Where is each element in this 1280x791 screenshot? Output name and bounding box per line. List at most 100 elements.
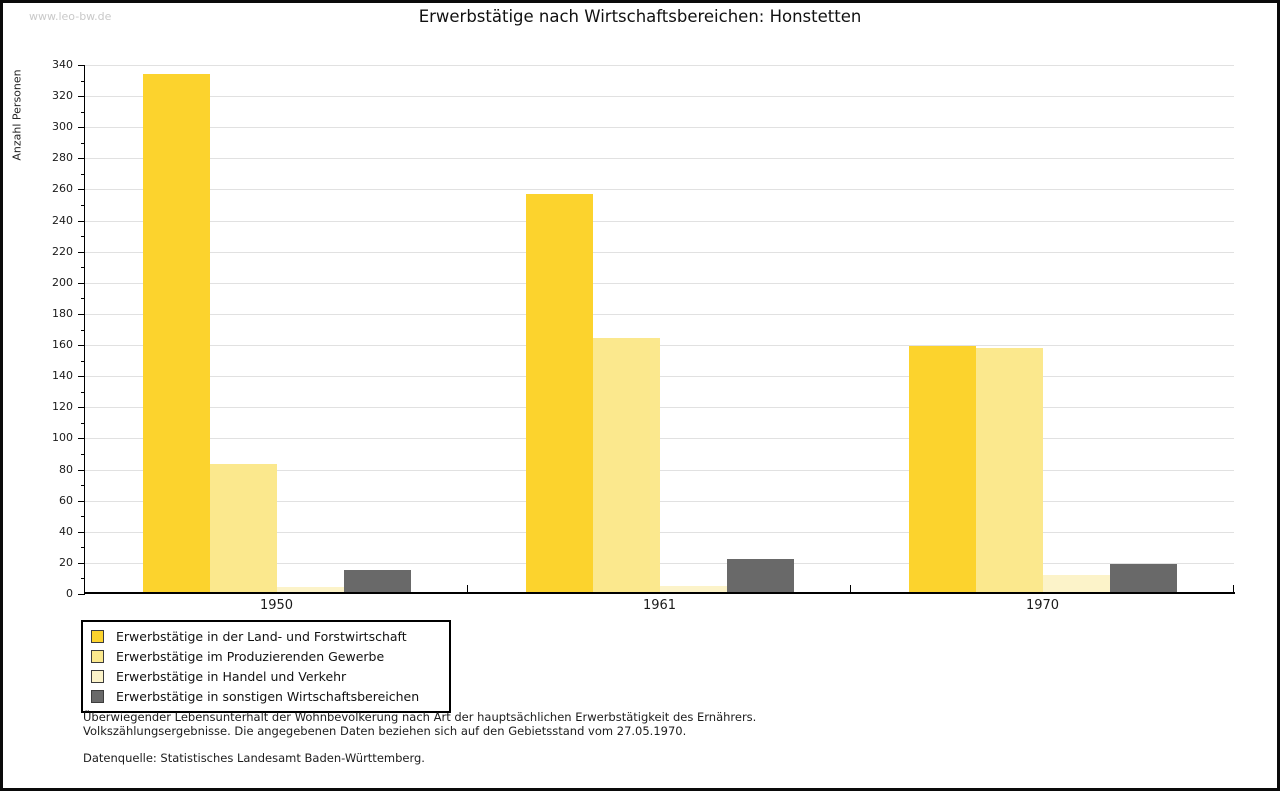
y-minor-tick xyxy=(81,360,85,362)
y-tick-label: 300 xyxy=(52,120,73,134)
x-axis-tick xyxy=(1233,585,1234,592)
y-tick-label: 60 xyxy=(59,493,73,507)
y-minor-tick xyxy=(81,298,85,300)
legend-row: Erwerbstätige im Produzierenden Gewerbe xyxy=(91,646,441,666)
y-minor-tick xyxy=(81,516,85,518)
y-minor-tick xyxy=(81,578,85,580)
y-minor-tick xyxy=(81,453,85,455)
y-tick-label: 80 xyxy=(59,462,73,476)
y-tick-label: 40 xyxy=(59,524,73,538)
bar xyxy=(659,586,727,592)
legend-swatch xyxy=(91,629,104,643)
plot-area: 0 20 40 60 80 100 120 140 160 180 200 220 240 260 280 3… xyxy=(52,58,1235,613)
y-minor-tick xyxy=(81,422,85,424)
y-major-tick xyxy=(78,562,85,564)
gridline xyxy=(85,127,1234,129)
y-major-tick xyxy=(78,251,85,253)
gridline xyxy=(85,469,1234,471)
legend-label: Erwerbstätige in sonstigen Wirtschaftsbe… xyxy=(116,688,420,704)
gridline xyxy=(85,65,1234,66)
y-minor-tick xyxy=(81,142,85,144)
y-tick-label: 100 xyxy=(52,431,73,445)
legend-row: Erwerbstätige in sonstigen Wirtschaftsbe… xyxy=(91,686,441,706)
gridline xyxy=(85,158,1234,160)
bar xyxy=(975,348,1043,592)
x-axis-tick xyxy=(467,585,468,592)
y-tick-label: 200 xyxy=(52,275,73,289)
footer-notes: Überwiegender Lebensunterhalt der Wohnbe… xyxy=(83,710,756,765)
gridline xyxy=(85,251,1234,253)
gridline xyxy=(85,313,1234,315)
y-minor-tick xyxy=(81,173,85,175)
gridline xyxy=(85,282,1234,284)
chart-title: Erwerbstätige nach Wirtschaftsbereichen:… xyxy=(418,7,862,26)
bar xyxy=(1042,575,1110,592)
y-major-tick xyxy=(78,345,85,347)
x-tick-label: 1950 xyxy=(259,598,294,613)
y-tick-label: 260 xyxy=(52,182,73,196)
gridline xyxy=(85,500,1234,502)
y-axis-label: Anzahl Personen xyxy=(10,69,24,161)
gridline xyxy=(85,220,1234,222)
bar xyxy=(525,194,593,592)
legend-box: Erwerbstätige in der Land- und Forstwirt… xyxy=(81,620,451,713)
y-tick-label: 120 xyxy=(52,400,73,414)
y-minor-tick xyxy=(81,329,85,331)
gridline xyxy=(85,438,1234,440)
y-minor-tick xyxy=(81,267,85,269)
legend-label: Erwerbstätige im Produzierenden Gewerbe xyxy=(116,648,385,664)
legend-swatch xyxy=(91,669,104,683)
legend-row: Erwerbstätige in Handel und Verkehr xyxy=(91,666,441,686)
y-major-tick xyxy=(78,376,85,378)
y-major-tick xyxy=(78,438,85,440)
y-major-tick xyxy=(78,407,85,409)
gridline xyxy=(85,531,1234,533)
bar xyxy=(592,338,660,592)
y-major-tick xyxy=(78,127,85,129)
y-minor-tick xyxy=(81,205,85,207)
y-major-tick xyxy=(78,469,85,471)
gridline xyxy=(85,345,1234,347)
y-major-tick xyxy=(78,189,85,191)
data-source: Datenquelle: Statistisches Landesamt Bad… xyxy=(83,751,425,765)
bar xyxy=(343,570,411,592)
legend-row: Erwerbstätige in der Land- und Forstwirt… xyxy=(91,626,441,646)
gridline xyxy=(85,562,1234,564)
y-tick-label: 180 xyxy=(52,306,73,320)
bar xyxy=(1109,564,1177,592)
y-minor-tick xyxy=(81,111,85,113)
gridline xyxy=(85,376,1234,378)
y-minor-tick xyxy=(81,485,85,487)
footer-line-1: Überwiegender Lebensunterhalt der Wohnbe… xyxy=(83,710,757,724)
y-major-tick xyxy=(78,282,85,284)
bar xyxy=(142,74,210,592)
gridline xyxy=(85,407,1234,409)
legend-label: Erwerbstätige in der Land- und Forstwirt… xyxy=(116,628,407,644)
y-major-tick xyxy=(78,96,85,98)
y-tick-label: 280 xyxy=(52,151,73,165)
gridline xyxy=(85,189,1234,191)
bar xyxy=(209,464,277,592)
y-major-tick xyxy=(78,158,85,160)
y-major-tick xyxy=(78,531,85,533)
y-tick-label: 140 xyxy=(52,369,73,383)
gridline xyxy=(85,96,1234,98)
y-major-tick xyxy=(78,220,85,222)
y-tick-label: 320 xyxy=(52,89,73,103)
x-axis-line xyxy=(84,592,1235,594)
y-major-tick xyxy=(78,65,85,66)
bar xyxy=(276,587,344,592)
y-tick-label: 220 xyxy=(52,244,73,258)
y-tick-label: 160 xyxy=(52,338,73,352)
y-minor-tick xyxy=(81,391,85,393)
bar xyxy=(908,346,976,592)
y-major-tick xyxy=(78,594,85,595)
y-minor-tick xyxy=(81,80,85,82)
x-tick-label: 1970 xyxy=(1025,598,1060,613)
x-tick-label: 1961 xyxy=(642,598,677,613)
bar xyxy=(726,559,794,592)
watermark-url: www.leo-bw.de xyxy=(29,10,112,23)
y-tick-label: 20 xyxy=(59,555,73,569)
y-major-tick xyxy=(78,500,85,502)
